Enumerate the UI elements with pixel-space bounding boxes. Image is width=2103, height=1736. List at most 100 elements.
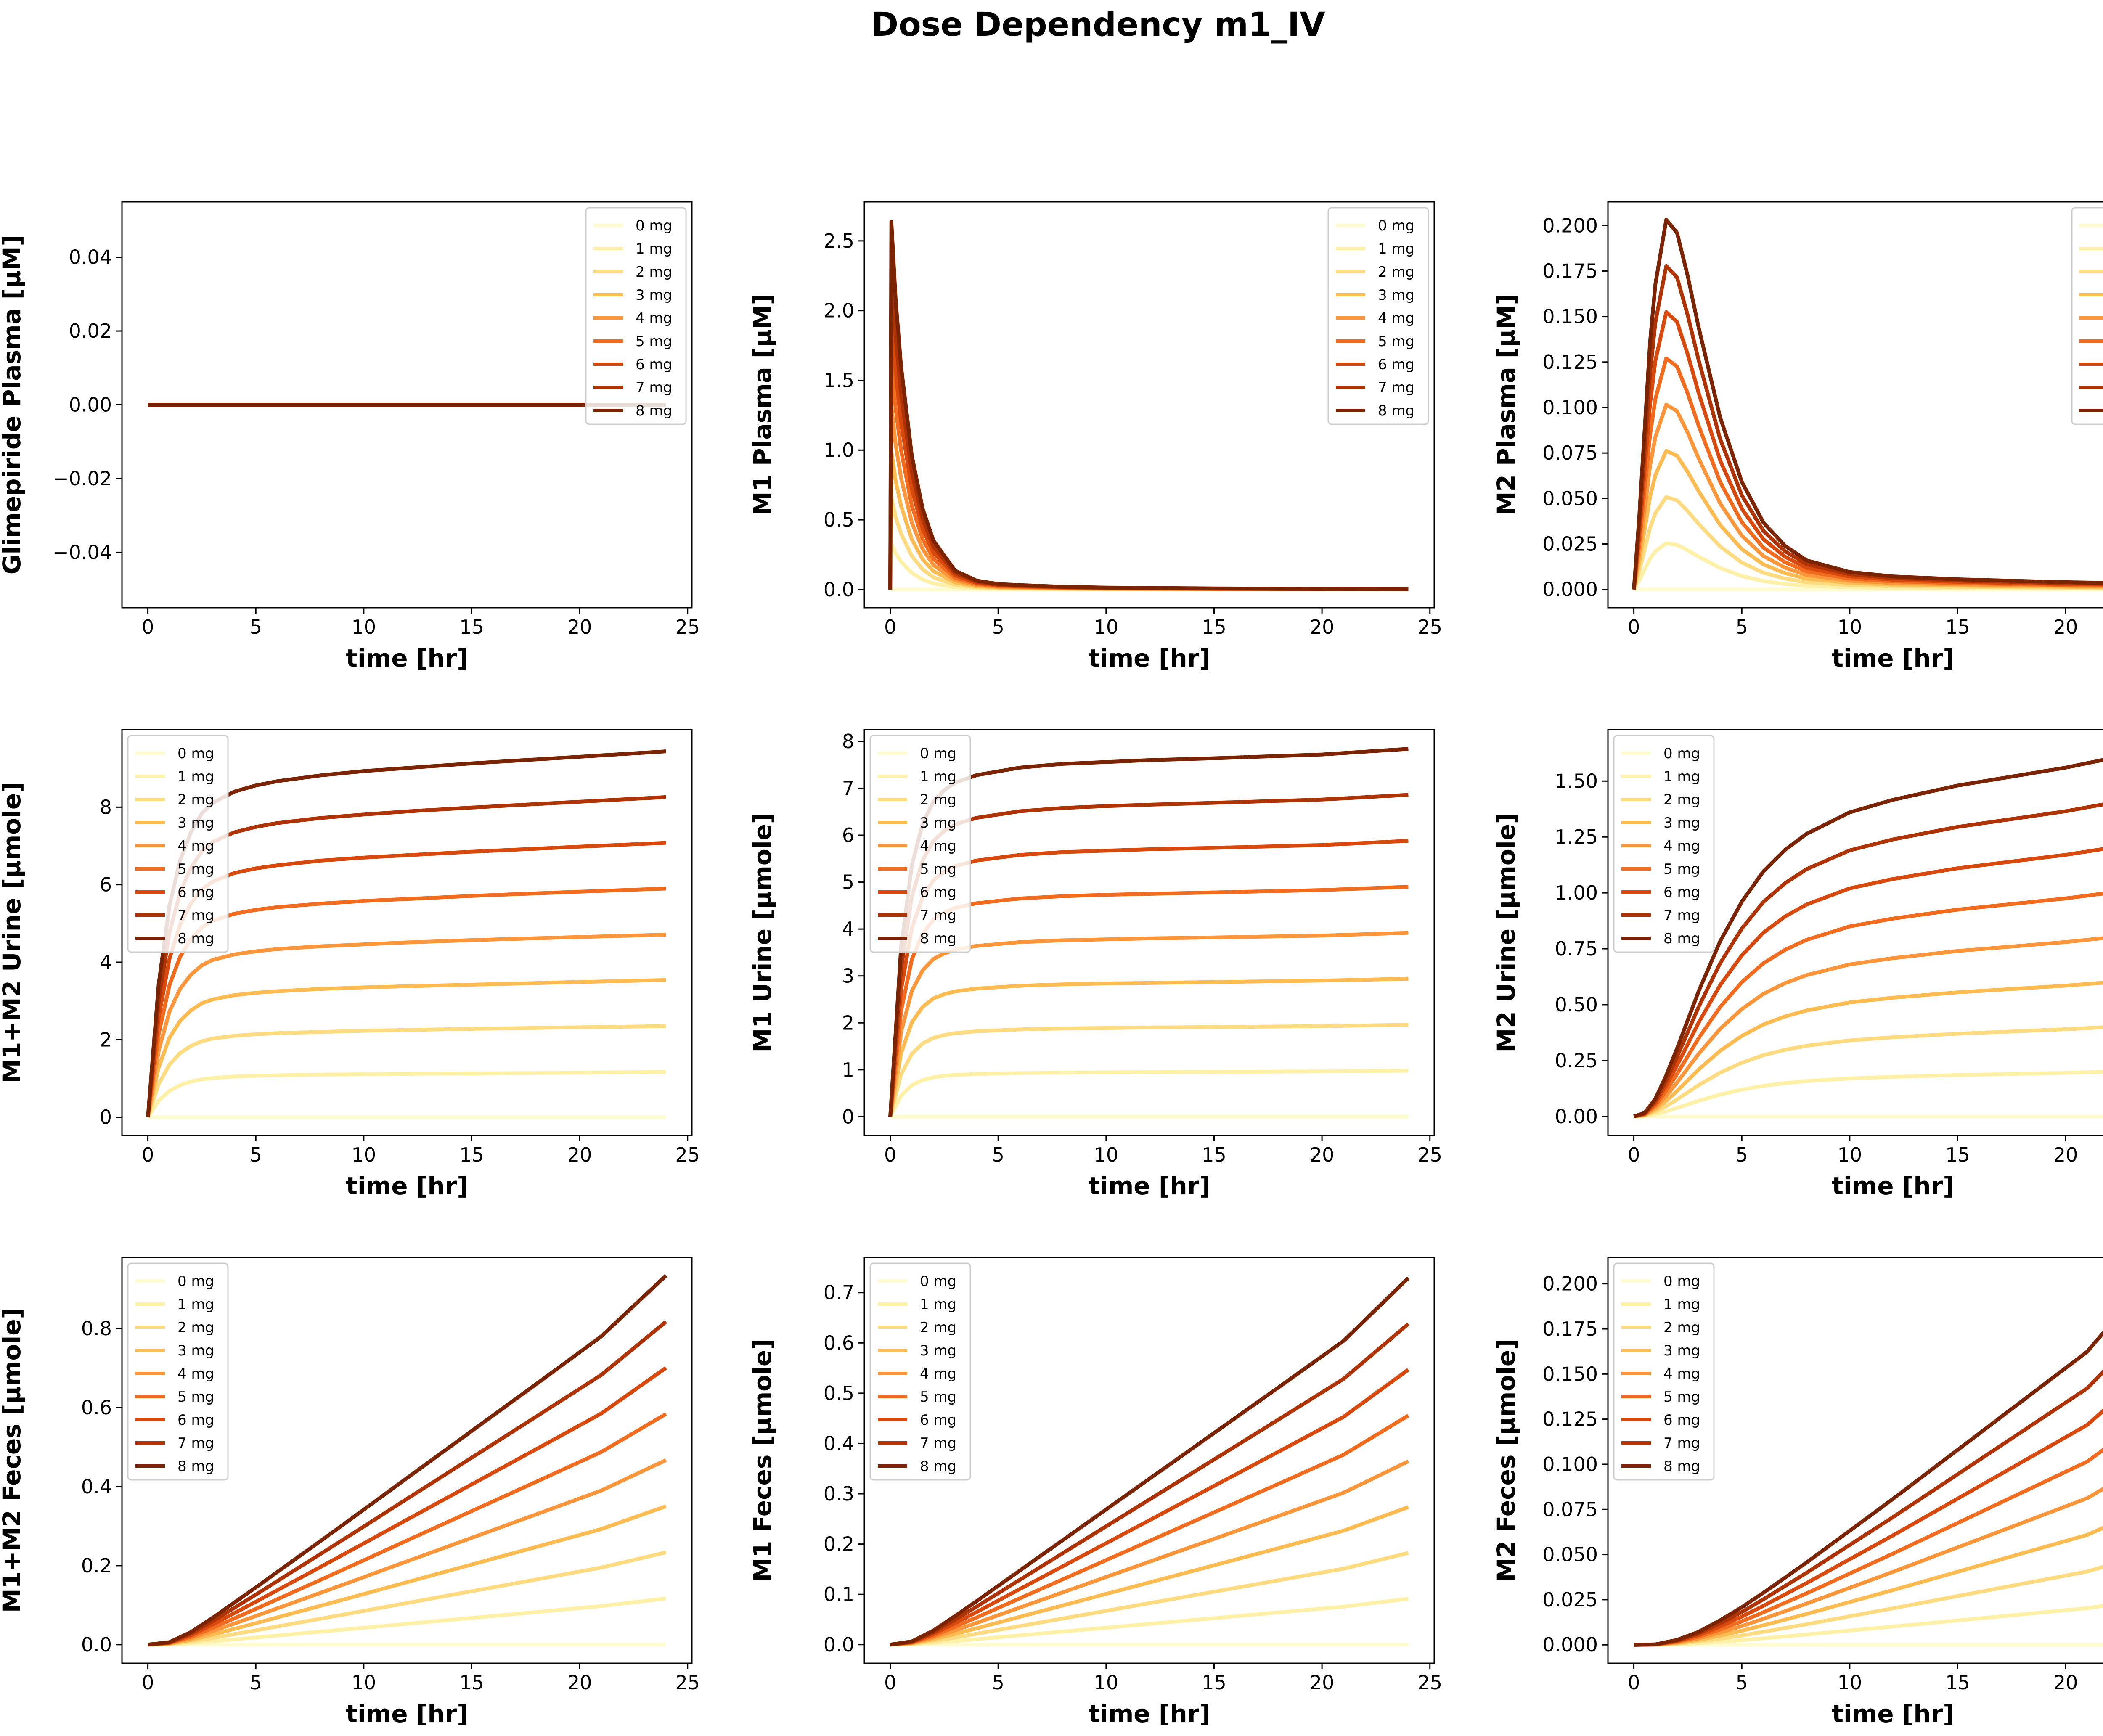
- x-tick-label: 10: [352, 616, 376, 638]
- legend-label: 3 mg: [177, 1342, 214, 1359]
- legend-label: 6 mg: [636, 356, 672, 373]
- legend-label: 0 mg: [920, 745, 956, 762]
- series-lines: [146, 749, 666, 1119]
- y-tick-label: 2: [842, 1011, 854, 1034]
- legend-label: 0 mg: [1378, 217, 1414, 234]
- legend-label: 5 mg: [920, 1389, 956, 1405]
- y-axis-label: M1 Urine [µmole]: [748, 813, 777, 1053]
- legend-label: 6 mg: [1663, 884, 1700, 901]
- legend-label: 1 mg: [636, 241, 672, 257]
- panel-1: 0 5 10 15 20 25 −0.04 −0.02 0.00 0.02 0.04 time [hr…: [0, 201, 700, 672]
- panel-8: 0 5 10 15 20 25 0.0 0.1 0.2 0.3 0.4 0.5 0.6 0.7 time […: [748, 1257, 1442, 1728]
- series-lines: [890, 1276, 1410, 1647]
- legend-label: 5 mg: [920, 861, 956, 878]
- y-tick-label: 0.175: [1542, 259, 1598, 282]
- x-tick-label: 0: [142, 1671, 154, 1694]
- legend-label: 8 mg: [636, 402, 672, 419]
- x-tick-label: 0: [1628, 616, 1640, 638]
- x-tick-label: 0: [884, 1143, 896, 1166]
- y-tick-label: 0.000: [1542, 1633, 1598, 1656]
- x-axis-label: time [hr]: [1832, 1699, 1954, 1728]
- legend-label: 3 mg: [1378, 287, 1414, 304]
- y-tick-label: 1.25: [1555, 826, 1598, 848]
- x-tick-label: 5: [992, 1671, 1004, 1694]
- legend: 0 mg 1 mg 2 mg 3 mg 4 mg 5 mg 6 mg 7 mg 8 mg: [127, 735, 229, 953]
- legend-box: [2071, 207, 2103, 425]
- legend-label: 6 mg: [177, 884, 214, 901]
- y-tick-label: 0.0: [824, 1633, 854, 1656]
- series-line-1-mg: [890, 1597, 1409, 1647]
- plot-frame: [1607, 1257, 2103, 1664]
- y-tick-label: 0.150: [1542, 1363, 1598, 1385]
- y-tick-label: 0.3: [824, 1482, 854, 1505]
- plot-frame: [863, 201, 1435, 609]
- legend-label: 6 mg: [177, 1412, 214, 1429]
- y-tick-label: 1.5: [824, 369, 854, 392]
- x-tick-label: 20: [1310, 1143, 1335, 1166]
- y-tick-label: 0.4: [81, 1475, 112, 1498]
- x-tick-label: 15: [1202, 616, 1226, 638]
- y-tick-label: 8: [842, 730, 854, 753]
- legend-label: 8 mg: [177, 1458, 214, 1475]
- legend-label: 4 mg: [920, 838, 956, 855]
- legend-label: 1 mg: [1663, 768, 1700, 785]
- x-tick-label: 5: [992, 1143, 1004, 1166]
- y-tick-label: 0.050: [1542, 487, 1598, 510]
- x-tick-label: 25: [675, 616, 700, 638]
- legend: 0 mg 1 mg 2 mg 3 mg 4 mg 5 mg 6 mg 7 mg 8 mg: [1613, 1262, 1715, 1481]
- plot-frame: [1607, 201, 2103, 609]
- y-axis-label: M1+M2 Urine [µmole]: [0, 782, 26, 1083]
- legend-label: 4 mg: [636, 310, 672, 327]
- legend: 0 mg 1 mg 2 mg 3 mg 4 mg 5 mg 6 mg 7 mg 8 mg: [585, 207, 687, 425]
- series-line-3-mg: [1634, 1526, 2103, 1647]
- legend-label: 2 mg: [920, 1319, 956, 1336]
- series-line-8-mg: [1634, 1330, 2103, 1647]
- y-tick-label: 0.100: [1542, 1453, 1598, 1476]
- legend-label: 0 mg: [920, 1273, 956, 1290]
- series-line-5-mg: [1633, 892, 2103, 1119]
- legend: 0 mg 1 mg 2 mg 3 mg 4 mg 5 mg 6 mg 7 mg 8 mg: [869, 1262, 971, 1481]
- y-tick-label: 2.5: [824, 230, 854, 252]
- x-tick-label: 5: [250, 1671, 262, 1694]
- x-tick-label: 20: [567, 1143, 592, 1166]
- legend-label: 8 mg: [1663, 930, 1700, 947]
- y-tick-label: 0.6: [81, 1396, 112, 1419]
- legend-label: 4 mg: [177, 1366, 214, 1382]
- x-tick-label: 10: [352, 1143, 376, 1166]
- legend-label: 6 mg: [1663, 1412, 1700, 1429]
- y-tick-label: 0.075: [1542, 442, 1598, 464]
- series-line-2-mg: [888, 1023, 1409, 1117]
- y-tick-label: 0.025: [1542, 1588, 1598, 1611]
- legend-label: 4 mg: [1663, 1366, 1700, 1382]
- series-lines: [1634, 1330, 2103, 1647]
- legend-label: 1 mg: [920, 768, 956, 785]
- panel-7: 0 5 10 15 20 25 0.0 0.2 0.4 0.6 0.8 time [hr] M1+M2 …: [0, 1257, 700, 1728]
- x-tick-label: 20: [567, 1671, 592, 1694]
- legend-label: 0 mg: [1663, 1273, 1700, 1290]
- y-tick-label: 0.150: [1542, 305, 1598, 328]
- legend-label: 5 mg: [1663, 1389, 1700, 1405]
- x-tick-label: 10: [1094, 1143, 1119, 1166]
- legend-label: 0 mg: [177, 745, 214, 762]
- x-tick-label: 25: [1417, 1143, 1442, 1166]
- legend-label: 7 mg: [1663, 907, 1700, 924]
- y-tick-label: 0.4: [824, 1432, 854, 1455]
- y-tick-label: 0.175: [1542, 1318, 1598, 1340]
- y-tick-label: 0.50: [1555, 993, 1598, 1016]
- legend-label: 7 mg: [636, 379, 672, 396]
- x-tick-label: 0: [142, 1143, 154, 1166]
- x-tick-label: 0: [884, 1671, 896, 1694]
- x-tick-label: 10: [352, 1671, 376, 1694]
- legend-label: 4 mg: [1663, 838, 1700, 855]
- series-line-3-mg: [146, 978, 666, 1118]
- y-tick-label: 0.00: [69, 394, 112, 416]
- y-tick-label: −0.04: [53, 541, 112, 564]
- series-line-1-mg: [888, 1069, 1409, 1118]
- x-axis-label: time [hr]: [1832, 1172, 1954, 1200]
- legend-label: 0 mg: [177, 1273, 214, 1290]
- x-axis-label: time [hr]: [346, 644, 468, 672]
- y-tick-label: 2.0: [824, 299, 854, 322]
- x-tick-label: 15: [1202, 1671, 1226, 1694]
- x-tick-label: 20: [567, 616, 592, 638]
- legend-label: 1 mg: [920, 1296, 956, 1313]
